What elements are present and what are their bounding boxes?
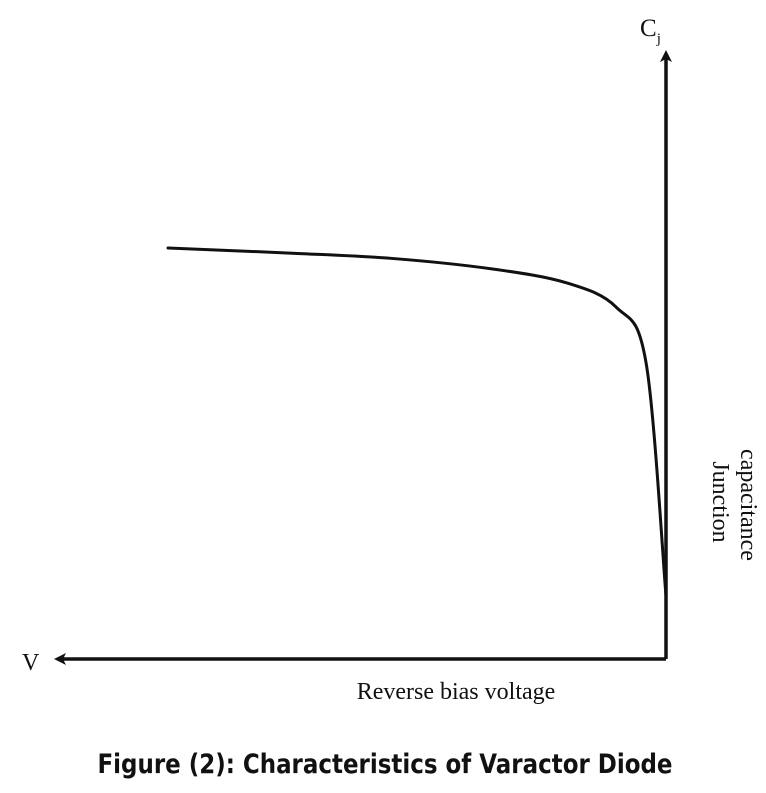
capacitance-curve <box>166 246 668 598</box>
y-axis-symbol-main: C <box>640 15 657 42</box>
x-axis-symbol: V <box>22 650 40 676</box>
x-axis-label: Reverse bias voltage <box>357 679 556 705</box>
y-axis-label-line-2: capacitance <box>735 449 761 561</box>
y-axis-symbol: Cj <box>640 15 661 47</box>
y-axis-symbol-sub: j <box>656 31 661 47</box>
y-axis-label: Junction capacitance <box>707 449 761 561</box>
y-axis-label-line-1: Junction <box>707 461 733 542</box>
figure-caption: Figure (2): Characteristics of Varactor … <box>98 749 673 780</box>
